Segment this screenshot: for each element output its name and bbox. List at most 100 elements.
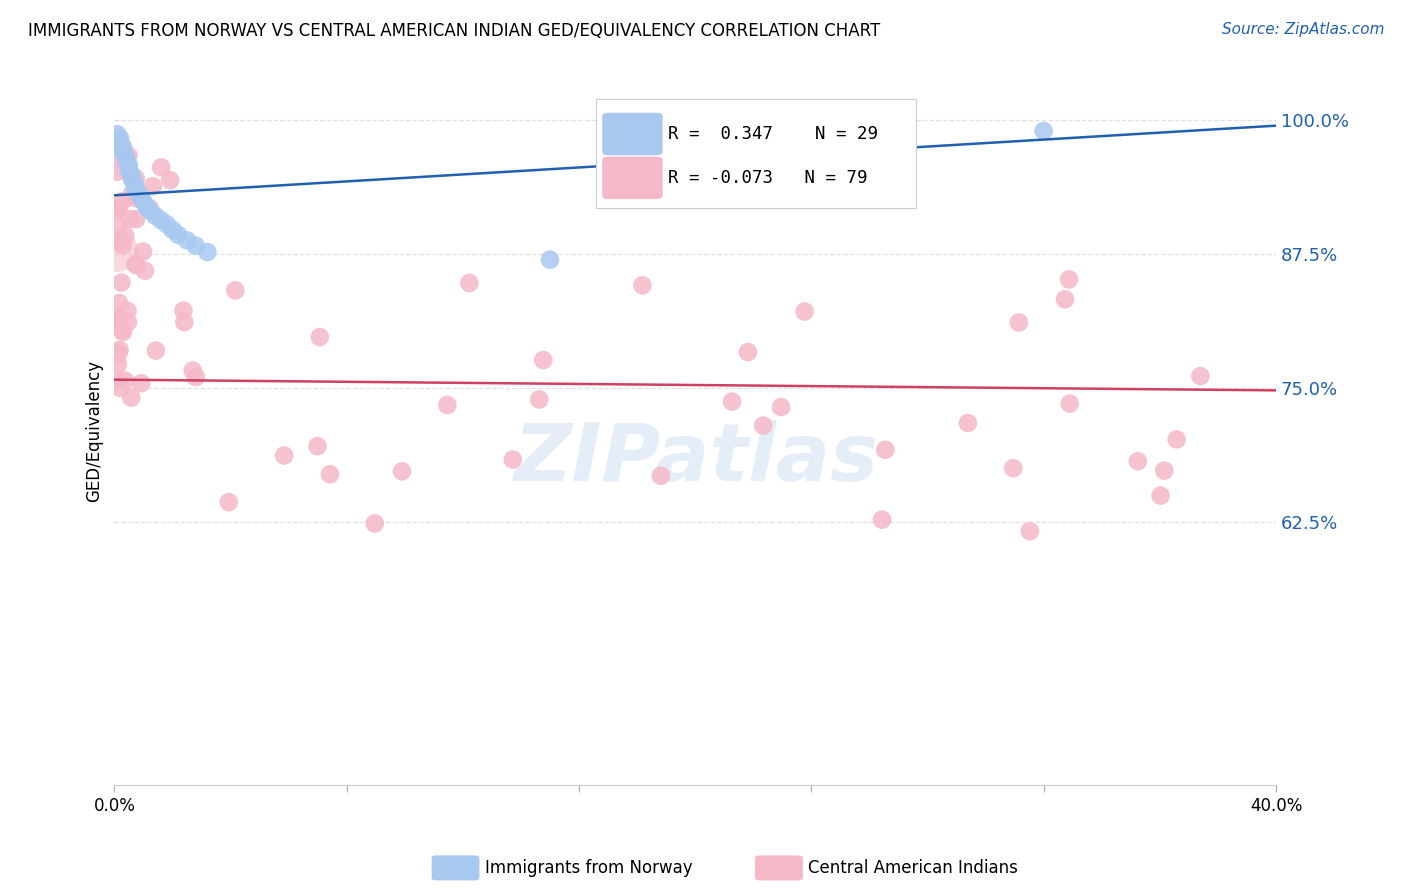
Point xyxy=(138,203,160,218)
Point xyxy=(956,416,979,430)
Point xyxy=(114,228,136,243)
Point xyxy=(364,516,387,531)
Point xyxy=(1032,124,1054,138)
Text: Central American Indians: Central American Indians xyxy=(808,859,1018,877)
Point xyxy=(118,158,141,172)
Point xyxy=(105,218,128,232)
Point xyxy=(143,209,166,223)
Point xyxy=(184,370,207,384)
Point xyxy=(875,442,897,457)
Point xyxy=(319,467,342,482)
Point xyxy=(308,330,330,344)
Point xyxy=(139,202,162,216)
Text: Immigrants from Norway: Immigrants from Norway xyxy=(485,859,693,877)
Point xyxy=(224,284,246,298)
Point xyxy=(108,311,131,326)
Point xyxy=(105,374,128,388)
FancyBboxPatch shape xyxy=(596,99,915,209)
Point xyxy=(752,418,775,433)
Point xyxy=(111,238,134,252)
Point xyxy=(110,276,132,290)
Point xyxy=(162,222,184,236)
Point xyxy=(626,135,648,149)
Point xyxy=(436,398,458,412)
Point xyxy=(132,244,155,259)
Point xyxy=(124,257,146,271)
Point xyxy=(1002,461,1025,475)
Point xyxy=(110,136,132,151)
Point xyxy=(631,278,654,293)
Point xyxy=(132,194,155,209)
Point xyxy=(195,245,218,260)
Point xyxy=(124,181,146,195)
FancyBboxPatch shape xyxy=(602,157,662,199)
Point xyxy=(121,187,143,202)
Point xyxy=(108,343,131,357)
Point xyxy=(127,185,149,199)
Point xyxy=(793,304,815,318)
Point xyxy=(121,172,143,186)
Point xyxy=(1053,293,1076,307)
Point xyxy=(107,202,129,216)
Point xyxy=(531,353,554,368)
Point xyxy=(129,189,152,203)
Point xyxy=(107,357,129,371)
Point xyxy=(117,304,139,318)
Point xyxy=(105,244,128,258)
Text: IMMIGRANTS FROM NORWAY VS CENTRAL AMERICAN INDIAN GED/EQUIVALENCY CORRELATION CH: IMMIGRANTS FROM NORWAY VS CENTRAL AMERIC… xyxy=(28,22,880,40)
Point xyxy=(117,315,139,329)
Text: ZIPatlas: ZIPatlas xyxy=(513,420,877,499)
Point xyxy=(1008,316,1031,330)
Point xyxy=(1153,464,1175,478)
Point xyxy=(120,391,142,405)
Point xyxy=(173,315,195,329)
Point xyxy=(105,310,128,325)
Point xyxy=(115,150,138,164)
Point xyxy=(124,177,146,191)
Point xyxy=(529,392,551,407)
Point xyxy=(1126,454,1149,468)
Point xyxy=(159,173,181,187)
Point xyxy=(108,296,131,310)
Point xyxy=(391,464,413,478)
Point xyxy=(135,199,157,213)
Point xyxy=(176,233,198,247)
Point xyxy=(107,153,129,167)
Point xyxy=(502,452,524,467)
Text: Source: ZipAtlas.com: Source: ZipAtlas.com xyxy=(1222,22,1385,37)
Point xyxy=(134,264,156,278)
Point xyxy=(105,127,128,141)
Point xyxy=(150,161,173,175)
Point xyxy=(173,303,195,318)
Point xyxy=(1189,369,1212,384)
Point xyxy=(107,311,129,326)
Point xyxy=(273,449,295,463)
Point xyxy=(111,323,134,337)
Point xyxy=(1149,489,1171,503)
Point xyxy=(124,191,146,205)
Point xyxy=(105,165,128,179)
Point xyxy=(105,201,128,215)
Point xyxy=(721,394,744,409)
Point xyxy=(181,363,204,377)
Point xyxy=(737,345,759,359)
Point xyxy=(105,235,128,249)
Point xyxy=(307,439,329,453)
Point xyxy=(108,381,131,395)
Point xyxy=(1018,524,1040,538)
Point xyxy=(117,149,139,163)
Point xyxy=(114,374,136,388)
Point xyxy=(125,171,148,186)
Text: R =  0.347    N = 29: R = 0.347 N = 29 xyxy=(668,125,879,143)
Point xyxy=(650,468,672,483)
Point xyxy=(110,131,132,145)
Point xyxy=(1059,396,1081,410)
Point xyxy=(142,179,165,194)
Point xyxy=(129,376,152,391)
Point xyxy=(145,343,167,358)
Point xyxy=(156,217,179,231)
Point xyxy=(120,212,142,227)
Text: R = -0.073   N = 79: R = -0.073 N = 79 xyxy=(668,169,868,187)
Point xyxy=(107,346,129,360)
Y-axis label: GED/Equivalency: GED/Equivalency xyxy=(86,360,103,502)
